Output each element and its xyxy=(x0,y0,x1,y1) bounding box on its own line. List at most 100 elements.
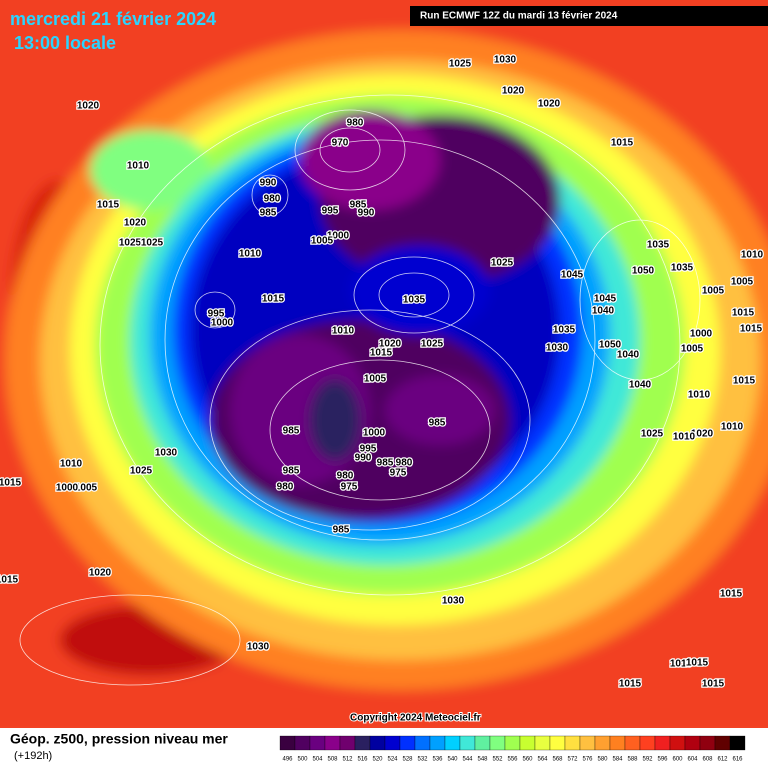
isobar-label: 1005 xyxy=(681,344,704,355)
isobar-label: 1040 xyxy=(617,350,640,361)
lead-time: (+192h) xyxy=(14,750,52,762)
isobar-label: 1005 xyxy=(311,236,334,247)
isobar-label: 1025 xyxy=(491,258,514,269)
scale-label: 572 xyxy=(567,757,578,763)
scale-label: 496 xyxy=(282,757,293,763)
isobar-label: 985 xyxy=(429,418,446,429)
scale-label: 532 xyxy=(417,757,428,763)
scale-label: 568 xyxy=(552,757,563,763)
scale-label: 592 xyxy=(642,757,653,763)
isobar-label: 1020 xyxy=(691,429,714,440)
isobar-label: 985 xyxy=(377,458,394,469)
isobar-label: 1015 xyxy=(611,138,634,149)
scale-swatch xyxy=(504,735,521,751)
scale-swatch xyxy=(609,735,626,751)
isobar-label: 1010 xyxy=(741,250,764,261)
scale-label: 552 xyxy=(492,757,503,763)
isobar-label: 1010 xyxy=(239,249,262,260)
scale-swatch xyxy=(474,735,491,751)
isobar-label: 1045 xyxy=(561,270,584,281)
scale-swatch xyxy=(669,735,686,751)
scale-label: 612 xyxy=(717,757,728,763)
scale-swatch xyxy=(279,735,296,751)
scale-swatch xyxy=(714,735,731,751)
isobar-label: 1025 xyxy=(141,238,164,249)
isobar-label: 1015 xyxy=(720,589,743,600)
scale-swatch xyxy=(294,735,311,751)
scale-swatch xyxy=(594,735,611,751)
isobar-label: 985 xyxy=(333,525,350,536)
isobar-label: 1035 xyxy=(647,240,670,251)
isobar-label: 1015 xyxy=(619,679,642,690)
isobar-label: 1035 xyxy=(671,263,694,274)
scale-label: 512 xyxy=(342,757,353,763)
isobar-label: 1000 xyxy=(56,483,79,494)
isobar-label: 985 xyxy=(283,426,300,437)
scale-swatch xyxy=(444,735,461,751)
scale-swatch xyxy=(699,735,716,751)
scale-swatch xyxy=(624,735,641,751)
scale-swatch xyxy=(564,735,581,751)
scale-label: 600 xyxy=(672,757,683,763)
scale-label: 580 xyxy=(597,757,608,763)
isobar-label: 1020 xyxy=(124,218,147,229)
scale-swatch xyxy=(489,735,506,751)
time-title: 13:00 locale xyxy=(14,33,116,53)
isobar-label: 1020 xyxy=(89,568,112,579)
isobar-label: 1015 xyxy=(370,348,393,359)
scale-swatch xyxy=(309,735,326,751)
isobar-label: 1010 xyxy=(60,459,83,470)
isobar-label: 990 xyxy=(358,208,375,219)
scale-label: 556 xyxy=(507,757,518,763)
isobar-label: 1040 xyxy=(629,380,652,391)
isobar-label: 1020 xyxy=(502,86,525,97)
isobar-label: 1035 xyxy=(553,325,576,336)
date-title: mercredi 21 février 2024 xyxy=(10,9,216,29)
scale-label: 608 xyxy=(702,757,713,763)
scale-label: 564 xyxy=(537,757,548,763)
isobar-label: 1005 xyxy=(702,286,725,297)
isobar-label: 1050 xyxy=(599,340,622,351)
isobar-label: 1015 xyxy=(262,294,285,305)
isobar-label: 980 xyxy=(396,458,413,469)
scale-label: 504 xyxy=(312,757,323,763)
scale-swatch xyxy=(339,735,356,751)
scale-label: 516 xyxy=(357,757,368,763)
isobar-label: 1015 xyxy=(740,324,763,335)
isobar-label: 980 xyxy=(337,471,354,482)
isobar-label: 980 xyxy=(264,194,281,205)
isobar-label: 1005 xyxy=(364,374,387,385)
isobar-label: 995 xyxy=(322,206,339,217)
scale-swatch xyxy=(729,735,746,751)
isobar-label: 1040 xyxy=(592,306,615,317)
isobar-label: 1015 xyxy=(702,679,725,690)
scale-label: 584 xyxy=(612,757,623,763)
field-label: Géop. z500, pression niveau mer xyxy=(10,731,228,747)
isobar-label: 1030 xyxy=(247,642,270,653)
scale-swatch xyxy=(684,735,701,751)
scale-swatch xyxy=(399,735,416,751)
isobar-label: 1020 xyxy=(77,101,100,112)
isobar-label: 1005 xyxy=(75,483,98,494)
isobar-label: 1000 xyxy=(211,318,234,329)
isobar-label: 1030 xyxy=(442,596,465,607)
geopotential-field xyxy=(0,0,768,740)
scale-label: 560 xyxy=(522,757,533,763)
isobar-label: 1050 xyxy=(632,266,655,277)
isobar-label: 975 xyxy=(341,482,358,493)
isobar-label: 1015 xyxy=(97,200,120,211)
isobar-label: 1015 xyxy=(0,575,19,586)
scale-swatch xyxy=(549,735,566,751)
isobar-label: 980 xyxy=(277,482,294,493)
isobar-label: 1005 xyxy=(731,277,754,288)
scale-swatch xyxy=(579,735,596,751)
isobar-label: 1015 xyxy=(670,659,693,670)
isobar-label: 1025 xyxy=(421,339,444,350)
isobar-label: 1030 xyxy=(546,343,569,354)
scale-swatch xyxy=(369,735,386,751)
isobar-label: 1015 xyxy=(0,478,22,489)
scale-label: 524 xyxy=(387,757,398,763)
run-info: Run ECMWF 12Z du mardi 13 février 2024 xyxy=(420,11,618,22)
